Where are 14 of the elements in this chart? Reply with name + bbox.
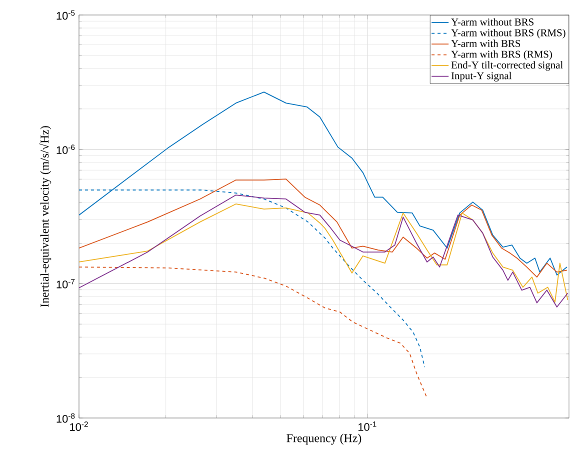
x-tick-label: 10$^{-2}$	[70, 422, 88, 431]
legend-label: Y-arm without BRS	[451, 18, 534, 26]
legend-label: Y-arm without BRS (RMS)	[451, 28, 566, 38]
y-axis-title: Inertial-equivalent velocity (m/s/√Hz)	[39, 126, 52, 307]
x-axis-title: Frequency (Hz)	[286, 434, 362, 445]
legend-label: End-Y tilt-corrected signal	[451, 61, 563, 71]
legend-label: Y-arm with BRS (RMS)	[451, 50, 552, 60]
x-tick-label: 10$^{-1}$	[358, 422, 376, 431]
legend-label: Y-arm with BRS	[451, 40, 520, 48]
y-tick-label: 10$^{-7}$	[56, 278, 75, 288]
y-tick-label: 10$^{-8}$	[56, 413, 75, 423]
legend-label: Input-Y signal	[451, 72, 512, 82]
y-tick-label: 10$^{-5}$	[56, 10, 75, 20]
y-tick-label: 10$^{-6}$	[56, 144, 75, 154]
